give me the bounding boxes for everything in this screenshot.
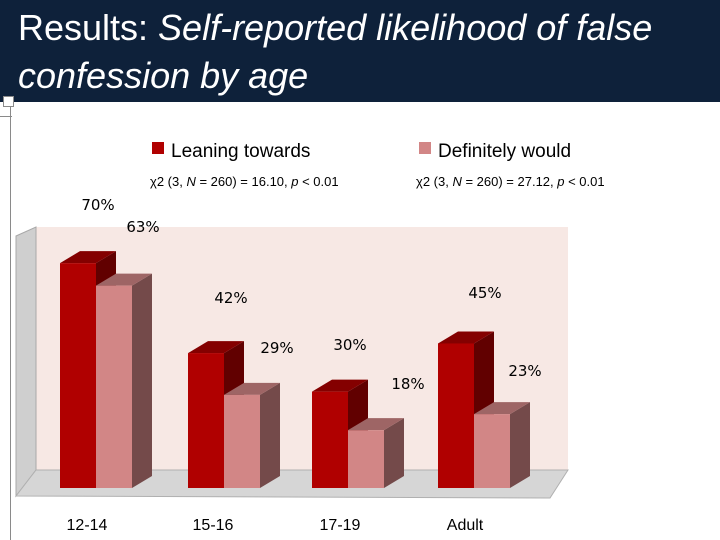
bar-top (224, 382, 280, 395)
title-bar: Results: Self-reported likelihood of fal… (0, 0, 720, 102)
bar-top (188, 341, 244, 354)
bar-top (474, 402, 530, 415)
bar-12-14-definitely (96, 273, 152, 488)
x-tick-label: Adult (447, 517, 484, 534)
data-label-17-19-leaning: 30% (333, 336, 366, 354)
x-tick-label: 15-16 (193, 517, 234, 534)
bars-group (60, 251, 530, 488)
bar-front (96, 285, 132, 488)
slide-frame-box (3, 96, 14, 107)
bar-front (188, 353, 224, 488)
bar-front (438, 343, 474, 488)
legend-swatch-leaning (152, 142, 164, 154)
slide-frame-tick (0, 116, 12, 117)
bar-side (510, 402, 530, 488)
bar-top (312, 379, 368, 392)
chart-floor (14, 469, 569, 499)
title-italic: Self-reported likelihood of false confes… (18, 7, 653, 96)
bar-front (312, 391, 348, 488)
bar-top (96, 273, 152, 286)
x-tick-label: 17-19 (320, 517, 361, 534)
bar-17-19-definitely (348, 418, 404, 488)
slide-title: Results: Self-reported likelihood of fal… (18, 4, 708, 100)
slide-frame-line (10, 100, 11, 540)
bar-top (348, 418, 404, 431)
data-label-12-14-definitely: 63% (126, 218, 159, 236)
bar-top (438, 331, 494, 344)
bar-front (474, 414, 510, 488)
data-label-Adult-definitely: 23% (508, 362, 541, 380)
bar-side (260, 382, 280, 488)
data-label-15-16-leaning: 42% (214, 289, 247, 307)
bar-side (132, 273, 152, 488)
bar-front (348, 430, 384, 488)
legend-swatch-definitely (419, 142, 431, 154)
bar-top (60, 251, 116, 264)
data-label-Adult-leaning: 45% (468, 284, 501, 302)
legend-label-leaning: Leaning towards (171, 141, 310, 162)
stat-definitely: χ2 (3, N = 260) = 27.12, p < 0.01 (416, 174, 605, 189)
legend-label-definitely: Definitely would (438, 141, 571, 162)
bar-front (60, 263, 96, 488)
bar-front (224, 394, 260, 488)
title-plain: Results: (18, 7, 159, 48)
data-label-17-19-definitely: 18% (391, 375, 424, 393)
bar-Adult-definitely (474, 402, 530, 488)
x-ticks-group: 12-14 15-16 17-19 Adult (67, 517, 484, 534)
x-tick-label: 12-14 (67, 517, 108, 534)
data-labels-group: 70% 63% 42% 29% 30% 18% 45% 23% (81, 196, 541, 393)
stat-leaning: χ2 (3, N = 260) = 16.10, p < 0.01 (150, 174, 339, 189)
bar-15-16-definitely (224, 382, 280, 488)
chart-side-wall (15, 226, 37, 498)
chart-back-wall (36, 227, 568, 470)
data-label-12-14-leaning: 70% (81, 196, 114, 214)
data-label-15-16-definitely: 29% (260, 339, 293, 357)
bar-side (384, 418, 404, 488)
